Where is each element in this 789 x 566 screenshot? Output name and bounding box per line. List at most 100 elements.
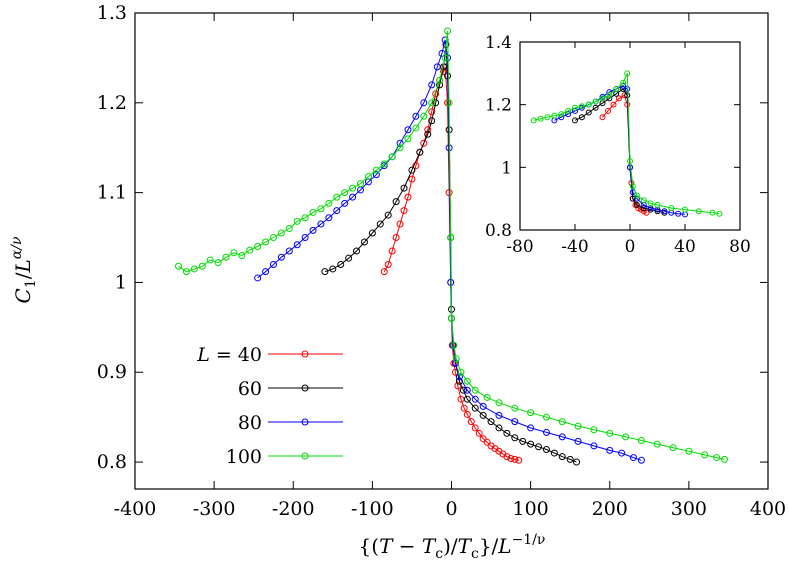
inset-data-point-80	[675, 210, 682, 217]
data-point-60	[424, 130, 432, 138]
data-point-100	[701, 451, 709, 459]
data-point-80	[511, 418, 519, 426]
data-point-100	[222, 253, 230, 261]
inset-data-point-40	[605, 107, 611, 114]
inset-data-point-100	[640, 197, 647, 204]
legend-marker-100	[301, 452, 309, 460]
inset-data-point-100	[530, 117, 537, 124]
inset-data-point-80	[565, 111, 572, 118]
data-point-100	[277, 229, 285, 237]
inset-data-point-80	[572, 107, 578, 114]
inset-data-point-100	[572, 104, 578, 111]
data-point-60	[368, 229, 376, 237]
data-point-80	[333, 207, 341, 215]
inset-y-tick-label: 1.4	[485, 33, 512, 53]
data-point-100	[198, 262, 206, 270]
inset-x-tick-label: 0	[625, 237, 636, 257]
data-point-100	[574, 422, 582, 430]
inset-data-point-80	[606, 89, 613, 96]
data-point-100	[182, 268, 190, 276]
inset-data-point-40	[610, 101, 617, 108]
data-point-40	[507, 454, 515, 462]
data-point-80	[262, 268, 270, 276]
data-point-80	[285, 247, 293, 255]
data-point-40	[384, 260, 392, 268]
inset-data-point-60	[629, 195, 636, 202]
inset-data-point-100	[578, 103, 585, 110]
x-tick-label: 300	[671, 498, 707, 520]
data-point-40	[420, 139, 428, 147]
data-point-40	[408, 175, 416, 183]
inset-data-point-100	[627, 158, 633, 165]
inset-data-point-100	[695, 208, 702, 215]
data-point-100	[341, 189, 349, 197]
data-point-100	[380, 160, 388, 168]
legend: L = 40 60 80 100	[196, 344, 343, 468]
data-point-80	[277, 253, 285, 261]
data-point-100	[448, 314, 455, 322]
data-point-100	[720, 455, 728, 463]
data-point-100	[483, 393, 491, 401]
inset-data-point-100	[620, 79, 627, 86]
data-point-100	[230, 249, 238, 257]
data-point-100	[317, 205, 325, 213]
data-point-80	[341, 199, 349, 207]
data-point-80	[618, 449, 626, 457]
data-point-80	[479, 402, 487, 410]
data-point-40	[428, 108, 436, 116]
data-point-100	[190, 265, 198, 273]
inset-data-point-40	[616, 95, 622, 102]
data-point-40	[463, 410, 471, 418]
inset-data-point-100	[629, 183, 636, 190]
x-axis-label: {(T − Tc)/Tc}/L−1/ν	[359, 532, 546, 562]
x-tick-label: 100	[512, 498, 548, 520]
x-tick-label: -200	[272, 498, 315, 520]
data-point-60	[392, 198, 400, 206]
data-point-60	[376, 220, 384, 228]
inset-data-point-100	[551, 112, 558, 119]
data-point-80	[574, 437, 582, 445]
y-tick-label: 0.9	[97, 361, 127, 383]
data-point-40	[475, 429, 483, 437]
inset-data-point-100	[633, 192, 640, 199]
inset-data-point-100	[558, 111, 565, 118]
data-point-100	[606, 429, 614, 437]
legend-label-80: 80	[238, 412, 262, 434]
data-point-80	[451, 359, 459, 367]
inset-x-tick-label: 80	[729, 237, 751, 257]
data-point-60	[436, 81, 444, 89]
series-line-40	[383, 66, 519, 461]
data-point-80	[495, 411, 503, 419]
data-point-60	[463, 395, 471, 403]
inset-data-point-100	[565, 107, 572, 114]
data-point-80	[420, 99, 428, 107]
data-point-100	[372, 166, 380, 174]
data-point-80	[433, 63, 441, 71]
y-tick-label: 1	[115, 271, 127, 293]
x-tick-label: -100	[351, 498, 394, 520]
legend-marker-80	[301, 418, 309, 426]
data-point-80	[558, 433, 566, 441]
data-point-100	[471, 386, 479, 394]
inset-data-point-60	[592, 104, 599, 111]
data-point-40	[396, 220, 404, 228]
data-point-100	[309, 208, 317, 216]
inset-series-line-60	[574, 88, 665, 214]
data-point-80	[463, 386, 471, 394]
legend-label-60: 60	[238, 378, 262, 400]
data-point-100	[246, 246, 254, 254]
inset-data-point-100	[606, 92, 613, 99]
data-point-80	[527, 424, 535, 432]
data-point-40	[467, 418, 475, 426]
inset-y-tick-label: 0.8	[485, 221, 512, 241]
data-point-60	[345, 254, 353, 262]
inset-data-point-40	[643, 209, 650, 216]
y-axis-label: C1/Lα/ν	[9, 236, 39, 303]
inset-data-point-100	[613, 86, 620, 92]
data-point-60	[487, 418, 495, 426]
data-point-60	[459, 386, 467, 394]
data-point-100	[444, 27, 452, 35]
data-point-80	[637, 456, 645, 464]
inset-data-point-100	[654, 201, 661, 208]
